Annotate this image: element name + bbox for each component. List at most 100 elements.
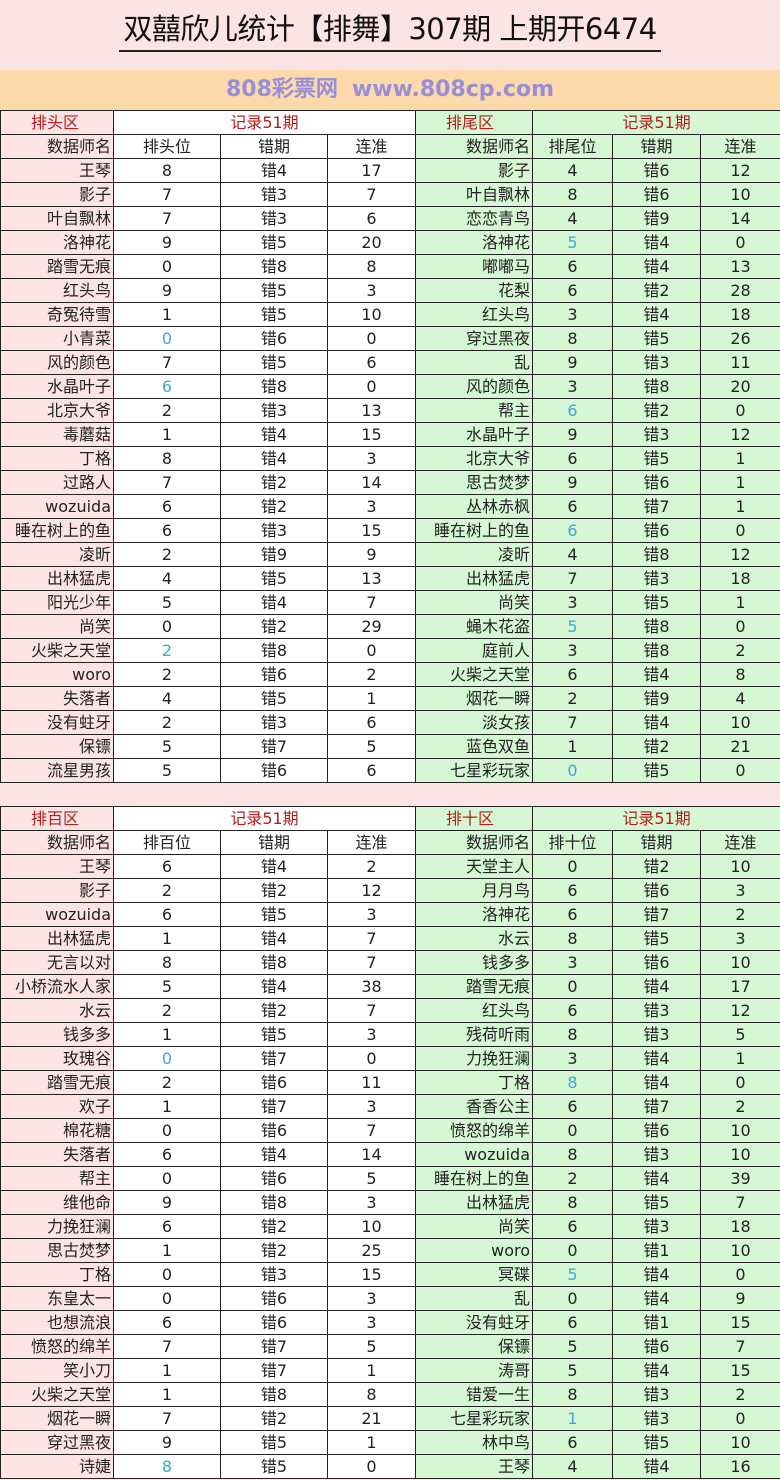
table-row: 水晶叶子 6 错8 0 风的颜色 3 错8 20 (0, 374, 780, 399)
streak-cell: 1 (700, 1046, 780, 1071)
section-header-row: 排头区 记录51期 排尾区 记录51期 (0, 110, 780, 135)
miss-cell: 错3 (612, 1406, 702, 1431)
position-cell: 8 (113, 1454, 221, 1479)
streak-cell: 9 (326, 542, 417, 567)
name-cell: 维他命 (0, 1190, 114, 1215)
miss-cell: 错6 (220, 326, 328, 351)
miss-cell: 错3 (612, 422, 702, 447)
name-cell: 凌昕 (415, 542, 534, 567)
position-cell: 7 (113, 1334, 221, 1359)
table-row: 帮主 0 错6 5 睡在树上的鱼 2 错4 39 (0, 1166, 780, 1191)
table-row: 王琴 6 错4 2 天堂主人 0 错2 10 (0, 854, 780, 879)
stats-table: 排百区 记录51期 排十区 记录51期 数据师名 排百位 错期 连准 数据师名 排十位 错期 连准 王琴… (0, 806, 780, 1479)
position-cell: 6 (532, 1310, 614, 1335)
position-cell: 9 (113, 230, 221, 255)
name-cell: 丛林赤枫 (415, 494, 534, 519)
miss-cell: 错5 (220, 230, 328, 255)
name-cell: 洛神花 (0, 230, 114, 255)
streak-cell: 25 (326, 1238, 417, 1263)
name-cell: 香香公主 (415, 1094, 534, 1119)
name-cell: 水晶叶子 (415, 422, 534, 447)
table-row: 丁格 0 错3 15 冥碟 5 错4 0 (0, 1262, 780, 1287)
position-cell: 0 (532, 1286, 614, 1311)
position-cell: 4 (532, 542, 614, 567)
table-row: 水云 2 错2 7 红头鸟 6 错3 12 (0, 998, 780, 1023)
streak-cell: 0 (700, 230, 780, 255)
name-cell: 丁格 (0, 1262, 114, 1287)
streak-cell: 0 (326, 326, 417, 351)
position-cell: 5 (532, 1262, 614, 1287)
table-row: 火柴之天堂 2 错8 0 庭前人 3 错8 2 (0, 638, 780, 663)
table-row: 小桥流水人家 5 错4 38 踏雪无痕 0 错4 17 (0, 974, 780, 999)
table-row: 洛神花 9 错5 20 洛神花 5 错4 0 (0, 230, 780, 255)
column-header: 数据师名 (415, 134, 534, 159)
miss-cell: 错8 (220, 374, 328, 399)
streak-cell: 4 (700, 686, 780, 711)
name-cell: 叶自飘林 (415, 182, 534, 207)
streak-cell: 5 (326, 1334, 417, 1359)
record-label: 记录51期 (532, 806, 780, 831)
name-cell: 睡在树上的鱼 (415, 1166, 534, 1191)
table-row: 欢子 1 错7 3 香香公主 6 错7 2 (0, 1094, 780, 1119)
streak-cell: 14 (326, 470, 417, 495)
streak-cell: 8 (326, 1382, 417, 1407)
position-cell: 7 (113, 350, 221, 375)
streak-cell: 10 (700, 1238, 780, 1263)
position-cell: 8 (532, 926, 614, 951)
miss-cell: 错4 (220, 926, 328, 951)
streak-cell: 2 (700, 1094, 780, 1119)
name-cell: 红头鸟 (415, 998, 534, 1023)
name-cell: 帮主 (0, 1166, 114, 1191)
name-cell: 尚笑 (0, 614, 114, 639)
streak-cell: 9 (700, 1286, 780, 1311)
streak-cell: 26 (700, 326, 780, 351)
table-row: 火柴之天堂 1 错8 8 错爱一生 8 错3 2 (0, 1382, 780, 1407)
name-cell: 无言以对 (0, 950, 114, 975)
miss-cell: 错4 (612, 662, 702, 687)
section-gap (0, 783, 780, 806)
miss-cell: 错5 (220, 1454, 328, 1479)
position-cell: 8 (532, 326, 614, 351)
miss-cell: 错4 (220, 158, 328, 183)
position-cell: 6 (532, 494, 614, 519)
position-cell: 8 (113, 158, 221, 183)
streak-cell: 7 (700, 1190, 780, 1215)
table-row: 穿过黑夜 9 错5 1 林中鸟 6 错5 10 (0, 1430, 780, 1455)
name-cell: 北京大爷 (415, 446, 534, 471)
column-header: 数据师名 (0, 830, 114, 855)
streak-cell: 1 (700, 446, 780, 471)
streak-cell: 3 (326, 1310, 417, 1335)
table-row: 无言以对 8 错8 7 钱多多 3 错6 10 (0, 950, 780, 975)
position-cell: 1 (113, 1238, 221, 1263)
position-cell: 4 (532, 206, 614, 231)
name-cell: 笑小刀 (0, 1358, 114, 1383)
miss-cell: 错4 (612, 230, 702, 255)
name-cell: wozuida (0, 902, 114, 927)
miss-cell: 错3 (220, 206, 328, 231)
streak-cell: 18 (700, 1214, 780, 1239)
position-cell: 4 (532, 1454, 614, 1479)
position-cell: 7 (113, 470, 221, 495)
miss-cell: 错5 (612, 926, 702, 951)
name-cell: 棉花糖 (0, 1118, 114, 1143)
streak-cell: 6 (326, 206, 417, 231)
streak-cell: 12 (700, 158, 780, 183)
streak-cell: 15 (326, 422, 417, 447)
name-cell: wozuida (415, 1142, 534, 1167)
name-cell: 踏雪无痕 (415, 974, 534, 999)
position-cell: 6 (532, 518, 614, 543)
name-cell: 叶自飘林 (0, 206, 114, 231)
position-cell: 2 (113, 710, 221, 735)
position-cell: 6 (532, 878, 614, 903)
table-row: 睡在树上的鱼 6 错3 15 睡在树上的鱼 6 错6 0 (0, 518, 780, 543)
table-row: 奇冤待雪 1 错5 10 红头鸟 3 错4 18 (0, 302, 780, 327)
position-cell: 9 (532, 470, 614, 495)
streak-cell: 10 (700, 1430, 780, 1455)
streak-cell: 14 (700, 206, 780, 231)
miss-cell: 错7 (612, 1094, 702, 1119)
streak-cell: 7 (326, 950, 417, 975)
streak-cell: 10 (326, 1214, 417, 1239)
name-cell: 小桥流水人家 (0, 974, 114, 999)
column-header: 排尾位 (532, 134, 614, 159)
position-cell: 6 (532, 662, 614, 687)
